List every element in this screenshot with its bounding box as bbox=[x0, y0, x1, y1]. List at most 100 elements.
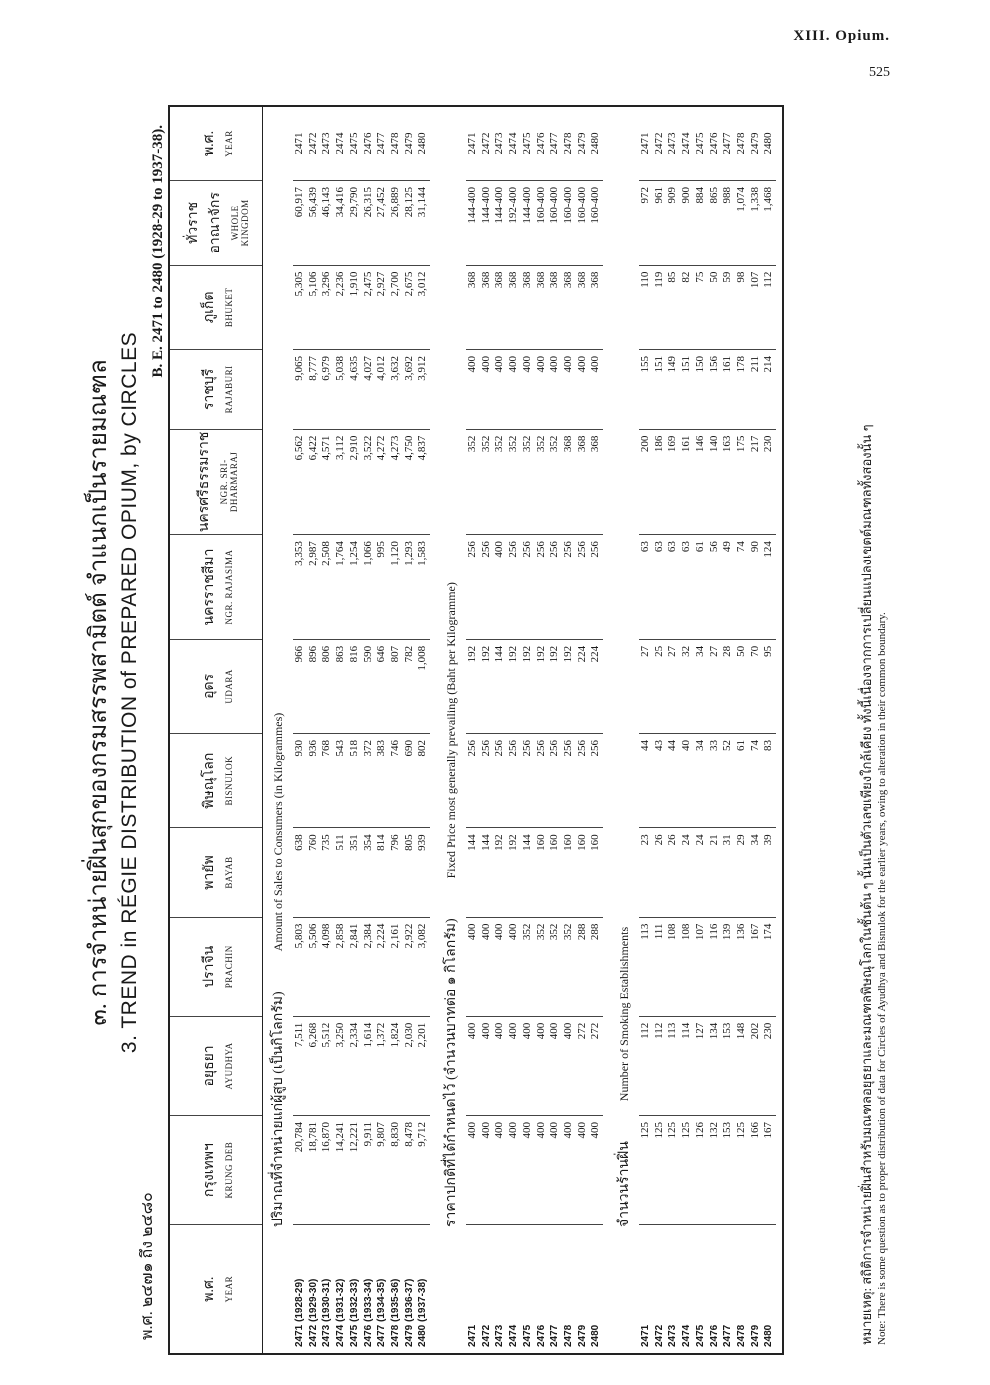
section-title: ปริมาณที่จำหน่ายแก่ผู้สูบ (เป็นกิโลกรัม)… bbox=[262, 106, 293, 1354]
data-cell: 43 bbox=[652, 733, 667, 828]
data-cell: 400 bbox=[507, 1016, 521, 1116]
year-cell: 2479 bbox=[748, 1224, 763, 1354]
data-cell: 49 bbox=[721, 534, 735, 640]
data-cell: 3,353 bbox=[293, 534, 307, 640]
data-cell: 125 bbox=[666, 1115, 681, 1225]
data-cell: 230 bbox=[762, 429, 777, 535]
data-cell: 2,858 bbox=[334, 917, 348, 1017]
column-header-en: Udara bbox=[224, 669, 234, 704]
data-cell: 178 bbox=[734, 349, 749, 430]
data-cell: 400 bbox=[479, 349, 494, 430]
data-cell: 272 bbox=[589, 1016, 604, 1116]
data-cell: 175 bbox=[734, 429, 749, 535]
data-cell: 256 bbox=[561, 733, 576, 828]
year-cell-right: 2474 bbox=[680, 106, 694, 181]
data-cell: 368 bbox=[575, 429, 590, 535]
data-cell: 192 bbox=[479, 639, 494, 734]
data-cell: 746 bbox=[388, 733, 403, 828]
data-cell: 8,478 bbox=[402, 1115, 417, 1225]
data-cell: 4,098 bbox=[320, 917, 335, 1017]
page-number: 525 bbox=[869, 65, 890, 80]
data-cell: 74 bbox=[748, 733, 763, 828]
header-row: พ.ศ. Year กรุงเทพฯ Krung Deb อยุธยา Ayudhya ปร… bbox=[169, 106, 263, 1354]
data-cell: 518 bbox=[347, 733, 362, 828]
column-header: อยุธยา Ayudhya bbox=[169, 1016, 263, 1116]
data-cell: 61 bbox=[693, 534, 708, 640]
year-cell: 2476 bbox=[707, 1224, 722, 1354]
data-cell: 3,082 bbox=[416, 917, 431, 1017]
data-cell: 2,030 bbox=[402, 1016, 417, 1116]
data-cell: 85 bbox=[666, 265, 681, 350]
column-header: ราชบุรี Rajaburi bbox=[169, 349, 263, 430]
data-cell: 400 bbox=[466, 1016, 480, 1116]
year-cell: 2471 bbox=[639, 1224, 653, 1354]
data-cell: 200 bbox=[639, 429, 653, 535]
data-cell: 400 bbox=[507, 917, 521, 1017]
table-row: 2472 400 400 400 144 256 192 256 352 400 368 144-40… bbox=[479, 106, 494, 1354]
table-row: 2480 (1937-38) 9,712 2,201 3,082 939 802 1,008… bbox=[416, 106, 431, 1354]
data-cell: 153 bbox=[721, 1016, 735, 1116]
section-title-thai: ปริมาณที่จำหน่ายแก่ผู้สูบ (เป็นกิโลกรัม) bbox=[270, 991, 286, 1227]
data-cell: 160 bbox=[548, 827, 562, 918]
data-cell: 144-400 bbox=[466, 180, 480, 266]
range-en: B. E. 2471 to 2480 (1928-29 to 1937-38). bbox=[150, 125, 166, 378]
year-cell-right: 2474 bbox=[334, 106, 348, 181]
data-cell: 34 bbox=[693, 639, 708, 734]
data-cell: 16,870 bbox=[320, 1115, 335, 1225]
year-cell: 2474 (1931-32) bbox=[334, 1224, 348, 1354]
data-cell: 5,106 bbox=[306, 265, 321, 350]
year-cell: 2480 (1937-38) bbox=[416, 1224, 431, 1354]
data-cell: 112 bbox=[639, 1016, 653, 1116]
column-header-en: Bisnulok bbox=[224, 755, 234, 806]
column-header: นครศรีธรรมราช Ngr. Sri-Dharmaraj bbox=[169, 429, 263, 535]
data-cell: 82 bbox=[680, 265, 694, 350]
table-row: 2476 (1933-34) 9,911 1,614 2,384 354 372 590 1,… bbox=[361, 106, 376, 1354]
data-cell: 148 bbox=[734, 1016, 749, 1116]
data-cell: 352 bbox=[493, 429, 508, 535]
table-row: 2477 400 400 352 160 256 192 256 352 400 368 160-40… bbox=[548, 106, 562, 1354]
data-cell: 2,700 bbox=[388, 265, 403, 350]
data-cell: 256 bbox=[534, 534, 549, 640]
data-cell: 4,837 bbox=[416, 429, 431, 535]
data-cell: 352 bbox=[534, 917, 549, 1017]
year-cell-right: 2474 bbox=[507, 106, 521, 181]
data-cell: 760 bbox=[306, 827, 321, 918]
year-cell: 2472 (1929-30) bbox=[306, 1224, 321, 1354]
year-cell: 2473 bbox=[666, 1224, 681, 1354]
table-body: ปริมาณที่จำหน่ายแก่ผู้สูบ (เป็นกิโลกรัม)… bbox=[262, 106, 784, 1354]
column-header-thai: อยุธยา bbox=[202, 1045, 217, 1087]
year-cell: 2476 (1933-34) bbox=[361, 1224, 376, 1354]
data-cell: 211 bbox=[748, 349, 763, 430]
data-cell: 26,315 bbox=[361, 180, 376, 266]
page-title: 3. TREND in RÉGIE DISTRIBUTION of PREPAR… bbox=[118, 331, 141, 1054]
data-cell: 2,987 bbox=[306, 534, 321, 640]
data-cell: 400 bbox=[507, 1115, 521, 1225]
data-cell: 56 bbox=[707, 534, 722, 640]
table-row: 2474 (1931-32) 14,241 3,250 2,858 511 543 863 1… bbox=[334, 106, 348, 1354]
data-cell: 5,305 bbox=[293, 265, 307, 350]
table-row: 2478 400 400 352 160 256 192 256 368 400 368 160-40… bbox=[561, 106, 576, 1354]
data-cell: 372 bbox=[361, 733, 376, 828]
data-cell: 368 bbox=[507, 265, 521, 350]
section-header-row: จำนวนร้านฝิ่น Number of Smoking Establish… bbox=[609, 106, 640, 1354]
data-cell: 156 bbox=[707, 349, 722, 430]
data-cell: 83 bbox=[762, 733, 777, 828]
data-cell: 151 bbox=[652, 349, 667, 430]
data-cell: 400 bbox=[561, 1016, 576, 1116]
data-cell: 1,254 bbox=[347, 534, 362, 640]
data-cell: 400 bbox=[479, 917, 494, 1017]
data-cell: 288 bbox=[589, 917, 604, 1017]
data-cell: 20,784 bbox=[293, 1115, 307, 1225]
data-cell: 368 bbox=[493, 265, 508, 350]
data-cell: 113 bbox=[639, 917, 653, 1017]
data-cell: 144 bbox=[479, 827, 494, 918]
data-cell: 256 bbox=[589, 733, 604, 828]
year-cell: 2474 bbox=[507, 1224, 521, 1354]
table-row: 2475 (1932-33) 12,221 2,334 2,841 351 518 816 1… bbox=[347, 106, 362, 1354]
year-cell: 2476 bbox=[534, 1224, 549, 1354]
data-cell: 44 bbox=[666, 733, 681, 828]
column-header: นครราชสีมา Ngr. Rajasima bbox=[169, 534, 263, 640]
data-cell: 144 bbox=[493, 639, 508, 734]
data-cell: 351 bbox=[347, 827, 362, 918]
